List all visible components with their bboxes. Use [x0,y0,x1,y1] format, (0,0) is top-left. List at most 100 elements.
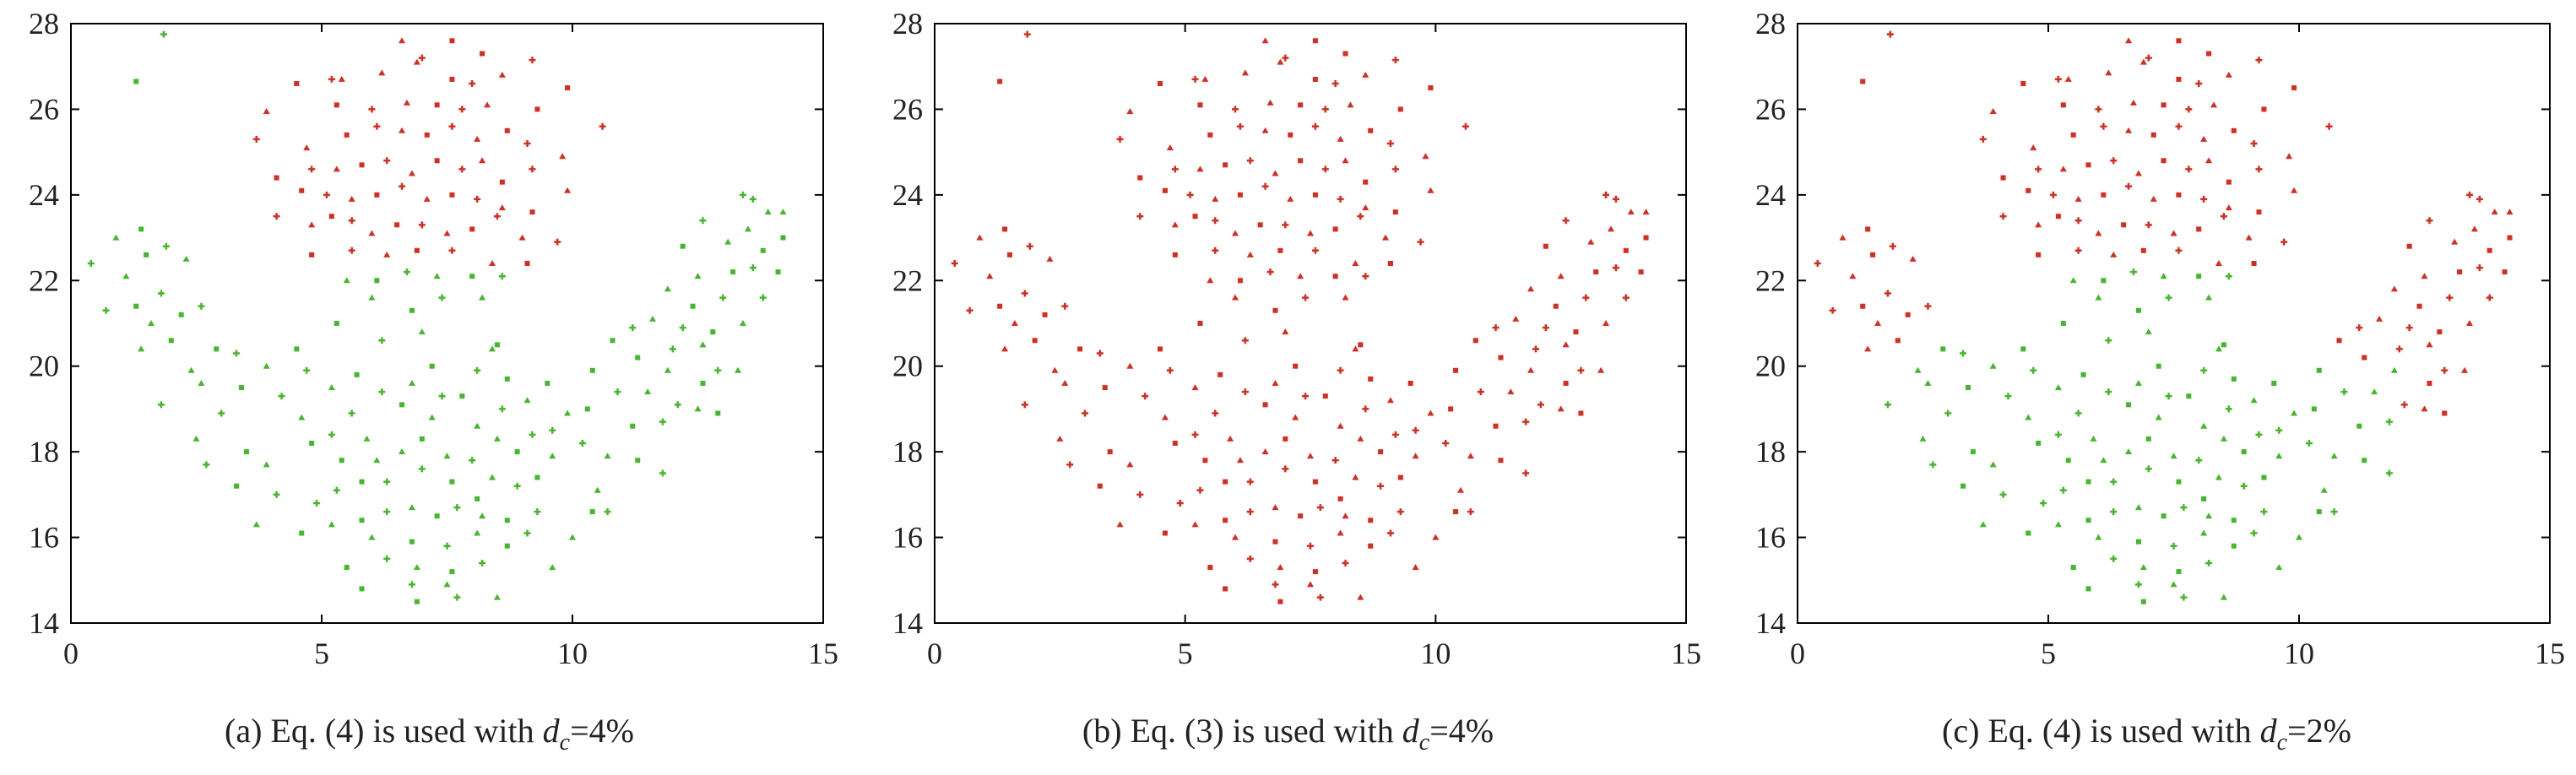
green-point [2059,486,2067,494]
red-point [1999,213,2007,220]
red-point [1477,388,1484,396]
red-point [1236,457,1244,463]
green-point [2170,453,2177,459]
red-point [399,127,406,133]
red-point [1232,534,1239,540]
green-point [2231,543,2237,549]
green-point [294,346,300,352]
green-point [328,384,335,391]
green-point [449,479,455,485]
green-point [2385,469,2393,477]
plot-panel-b: 0 5 10 15 14 16 18 20 22 24 26 28 [892,7,1701,670]
red-point [1839,234,1847,241]
red-point [2336,338,2342,344]
red-point [1612,264,1619,272]
green-point [359,479,365,485]
red-point [1386,397,1394,404]
green-point [2231,518,2237,523]
red-point [1542,324,1549,332]
red-point [1191,384,1199,391]
green-point [2215,474,2222,480]
red-point [2506,209,2514,215]
red-point [323,191,330,198]
green-point [2054,431,2062,438]
green-point [2260,508,2268,516]
green-point [2110,508,2118,516]
plot-panel-c: 0 5 10 15 14 16 18 20 22 24 26 28 [1755,7,2565,670]
green-point [2126,402,2132,408]
y-tick-label: 18 [29,435,59,469]
red-point [1026,242,1033,250]
green-point [2311,406,2317,412]
red-point [966,306,973,314]
green-point [659,469,666,477]
red-point [1492,324,1500,332]
y-tick-label: 20 [1755,350,1786,383]
green-point [344,565,350,571]
red-point [2225,204,2232,211]
red-point [1212,409,1219,417]
red-point [373,122,381,130]
red-point [2125,37,2133,44]
red-point [1557,405,1565,412]
red-point [1362,273,1369,280]
green-point [2200,529,2208,536]
green-point [2069,277,2077,284]
plot-frame [1797,23,2551,624]
red-point [1282,465,1289,473]
red-point [2035,221,2042,228]
red-point [1241,337,1249,344]
y-tick-label: 20 [892,350,923,383]
green-point [2095,294,2102,301]
green-point [408,581,415,588]
green-point [2241,449,2247,455]
red-point [1905,312,1911,317]
red-point [986,273,994,279]
red-point [1849,273,1857,279]
red-point [1282,328,1289,335]
red-point [1307,542,1314,550]
green-point [2316,367,2322,373]
red-point [1261,182,1269,190]
red-point [1362,71,1369,78]
green-point [408,380,415,386]
red-point [1428,85,1434,91]
red-point [1082,409,1088,417]
red-point [1368,518,1374,523]
red-point [1287,195,1294,202]
red-point [2185,165,2193,173]
green-point [144,252,149,257]
red-point [2465,320,2473,326]
red-point [2245,234,2253,241]
red-point [2125,182,2133,190]
red-point [1979,135,1987,143]
green-point [2356,423,2362,429]
red-point [1321,106,1329,113]
y-tick-label: 24 [892,178,923,212]
y-tick-label: 18 [892,435,923,469]
red-point [1272,380,1279,386]
green-point [2060,321,2066,326]
red-point [1237,192,1243,198]
red-point [1884,290,1891,297]
red-point [2175,122,2183,130]
caption-a-subscript: c [559,729,571,756]
red-point [1342,560,1349,566]
green-point [309,441,315,446]
red-point [2200,195,2208,203]
green-point [504,376,510,382]
green-point [313,500,321,507]
red-point [1368,543,1374,549]
green-point [635,458,641,463]
red-point [1298,158,1304,164]
red-point [2405,324,2413,332]
red-point [1277,599,1283,604]
red-point [1860,303,1866,309]
green-point [2090,435,2097,442]
green-point [438,294,446,301]
red-point [263,107,270,114]
green-point [523,529,531,537]
red-point [1829,306,1836,314]
red-point [1331,457,1339,464]
red-point [529,209,535,215]
